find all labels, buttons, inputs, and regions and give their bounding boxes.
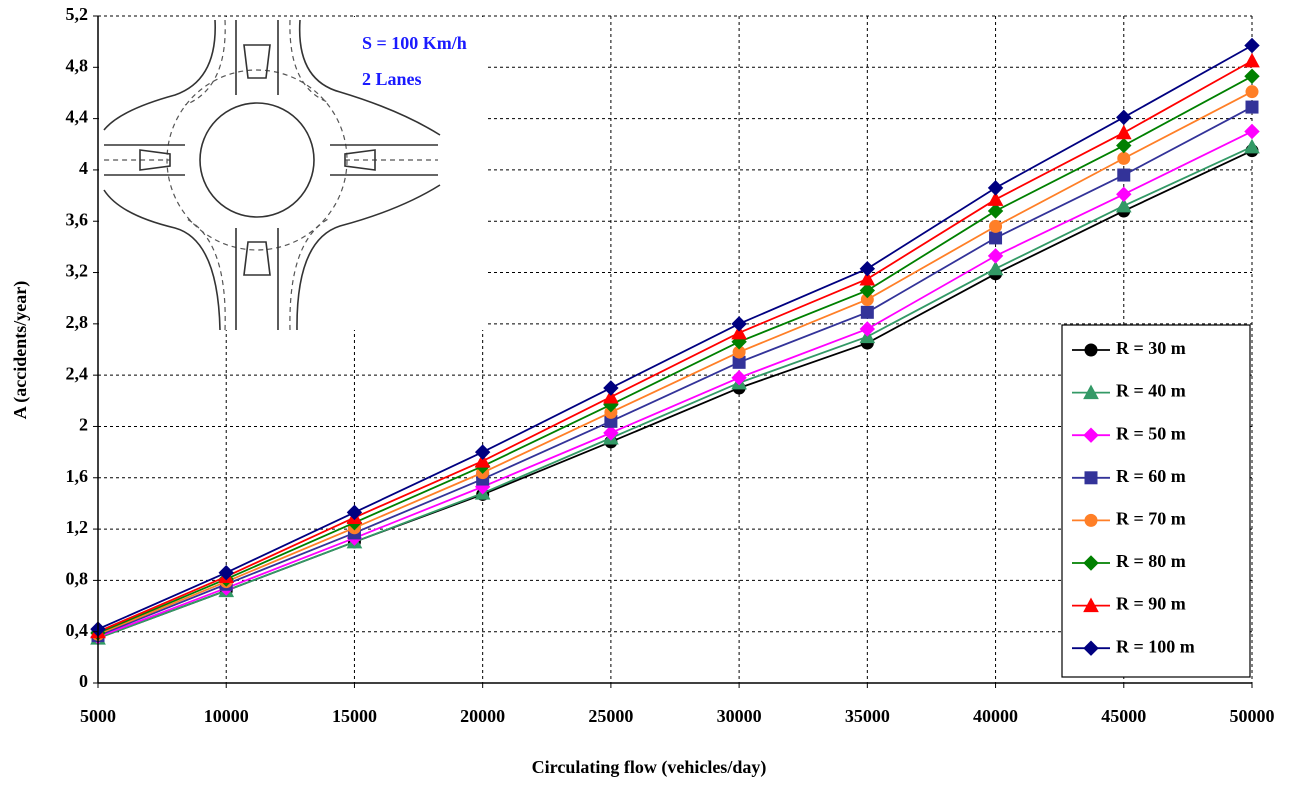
y-tick-label: 3,6 — [66, 209, 89, 229]
marker — [603, 380, 619, 396]
marker — [1245, 100, 1259, 114]
x-tick-label: 40000 — [973, 706, 1018, 726]
marker — [1115, 197, 1132, 213]
x-tick-label: 25000 — [588, 706, 633, 726]
marker — [603, 388, 619, 404]
marker — [1083, 555, 1099, 571]
y-tick-label: 1,2 — [66, 517, 89, 537]
marker — [987, 248, 1004, 264]
y-tick-label: 2 — [79, 415, 88, 435]
marker — [1083, 427, 1099, 443]
marker — [1245, 85, 1259, 99]
x-tick-label: 50000 — [1230, 706, 1275, 726]
y-tick-label: 2,4 — [66, 363, 89, 383]
legend: R = 30 m R = 40 m R = 50 m R = 60 m R = 70 m… — [1061, 324, 1251, 678]
x-tick-label: 35000 — [845, 706, 890, 726]
marker — [1116, 109, 1132, 126]
marker — [1244, 37, 1260, 54]
y-tick-label: 2,8 — [66, 312, 89, 332]
marker — [1244, 52, 1260, 68]
marker — [1083, 384, 1099, 400]
marker — [474, 453, 491, 468]
illustration-background — [99, 17, 485, 330]
y-tick-label: 3,2 — [66, 261, 89, 281]
marker — [1084, 471, 1098, 485]
legend-label: R = 50 m — [1116, 423, 1186, 443]
marker — [1116, 186, 1132, 203]
annotation: S = 100 Km/h — [362, 33, 467, 53]
marker — [731, 370, 747, 386]
marker — [1117, 168, 1131, 182]
annotation: 2 Lanes — [362, 69, 422, 89]
marker — [989, 219, 1003, 233]
marker — [859, 282, 876, 299]
y-tick-label: 0 — [79, 671, 88, 691]
marker — [987, 191, 1004, 206]
central-island — [199, 102, 315, 218]
marker — [1115, 124, 1132, 140]
legend-box — [1061, 324, 1251, 678]
marker — [859, 270, 876, 286]
marker — [1083, 597, 1099, 613]
x-tick-label: 30000 — [717, 706, 762, 726]
marker — [1244, 138, 1260, 154]
series-line — [97, 60, 1253, 633]
marker — [1084, 513, 1098, 527]
y-axis-title: A (accidents/year) — [10, 281, 31, 419]
marker — [1116, 137, 1132, 154]
marker — [218, 564, 234, 581]
x-tick-label: 15000 — [332, 706, 377, 726]
series-line — [97, 106, 1253, 637]
marker — [603, 425, 619, 441]
y-tick-label: 1,6 — [66, 466, 89, 486]
legend-label: R = 100 m — [1116, 636, 1195, 656]
lane-markings — [103, 19, 438, 331]
marker — [731, 324, 747, 340]
marker — [987, 180, 1004, 196]
y-tick-label: 5,2 — [66, 4, 89, 24]
marker — [731, 316, 747, 332]
legend-label: R = 40 m — [1116, 381, 1186, 401]
approach-roads — [104, 20, 438, 330]
y-tick-label: 4,4 — [66, 107, 89, 127]
series-line — [97, 75, 1253, 634]
y-tick-label: 0,8 — [66, 569, 89, 589]
y-tick-label: 4 — [79, 158, 88, 178]
x-tick-label: 20000 — [460, 706, 505, 726]
x-tick-label: 45000 — [1101, 706, 1146, 726]
series-line — [97, 130, 1253, 638]
marker — [989, 231, 1003, 245]
outer-curbs — [103, 19, 441, 331]
marker — [987, 203, 1004, 219]
marker — [859, 260, 876, 277]
y-tick-label: 0,4 — [66, 620, 89, 640]
legend-label: R = 70 m — [1116, 509, 1186, 529]
marker — [860, 305, 874, 319]
marker — [346, 504, 363, 521]
marker — [1244, 68, 1260, 84]
marker — [1084, 343, 1098, 357]
splitter-islands — [139, 44, 376, 276]
roundabout-illustration: S = 100 Km/h 2 Lanes — [99, 17, 485, 331]
marker — [1083, 640, 1099, 656]
x-tick-label: 10000 — [204, 706, 249, 726]
marker — [1244, 123, 1260, 140]
data-layer — [90, 37, 1260, 645]
legend-label: R = 90 m — [1116, 594, 1186, 614]
legend-label: R = 80 m — [1116, 551, 1186, 571]
legend-label: R = 30 m — [1116, 338, 1186, 358]
x-tick-label: 5000 — [80, 706, 116, 726]
x-axis-title: Circulating flow (vehicles/day) — [532, 757, 767, 778]
y-tick-label: 4,8 — [66, 55, 89, 75]
series-line — [97, 90, 1253, 636]
marker — [987, 260, 1004, 276]
legend-label: R = 60 m — [1116, 466, 1186, 486]
series-line — [97, 146, 1253, 639]
marker — [859, 321, 876, 337]
marker — [1117, 151, 1131, 165]
marker — [474, 444, 491, 460]
series-line — [97, 44, 1253, 630]
